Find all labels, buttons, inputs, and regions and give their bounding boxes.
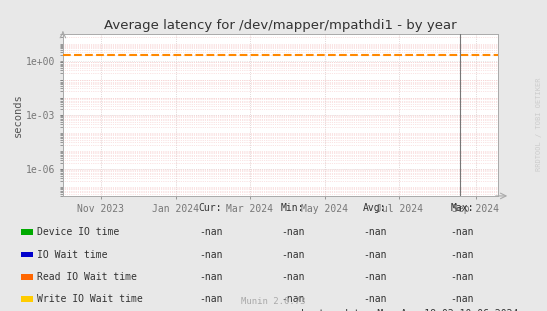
Text: -nan: -nan bbox=[281, 250, 304, 260]
Text: Avg:: Avg: bbox=[363, 203, 386, 213]
Text: -nan: -nan bbox=[281, 227, 304, 237]
Text: Read IO Wait time: Read IO Wait time bbox=[37, 272, 137, 282]
Text: -nan: -nan bbox=[451, 227, 474, 237]
Text: -nan: -nan bbox=[451, 250, 474, 260]
Y-axis label: seconds: seconds bbox=[13, 93, 23, 137]
Text: -nan: -nan bbox=[199, 272, 222, 282]
Text: Munin 2.0.73: Munin 2.0.73 bbox=[241, 297, 306, 306]
Text: -nan: -nan bbox=[281, 295, 304, 304]
Text: -nan: -nan bbox=[451, 295, 474, 304]
Title: Average latency for /dev/mapper/mpathdi1 - by year: Average latency for /dev/mapper/mpathdi1… bbox=[104, 19, 457, 32]
Text: -nan: -nan bbox=[363, 295, 386, 304]
Text: Device IO time: Device IO time bbox=[37, 227, 119, 237]
Text: Last update: Mon Aug 19 02:10:06 2024: Last update: Mon Aug 19 02:10:06 2024 bbox=[301, 309, 518, 311]
Text: Max:: Max: bbox=[451, 203, 474, 213]
Text: Write IO Wait time: Write IO Wait time bbox=[37, 295, 143, 304]
Text: -nan: -nan bbox=[363, 272, 386, 282]
Text: Cur:: Cur: bbox=[199, 203, 222, 213]
Text: -nan: -nan bbox=[281, 272, 304, 282]
Text: -nan: -nan bbox=[451, 272, 474, 282]
Text: RRDTOOL / TOBI OETIKER: RRDTOOL / TOBI OETIKER bbox=[536, 78, 542, 171]
Text: -nan: -nan bbox=[363, 227, 386, 237]
Text: -nan: -nan bbox=[199, 295, 222, 304]
Text: -nan: -nan bbox=[199, 227, 222, 237]
Text: -nan: -nan bbox=[199, 250, 222, 260]
Text: -nan: -nan bbox=[363, 250, 386, 260]
Text: IO Wait time: IO Wait time bbox=[37, 250, 108, 260]
Text: Min:: Min: bbox=[281, 203, 304, 213]
